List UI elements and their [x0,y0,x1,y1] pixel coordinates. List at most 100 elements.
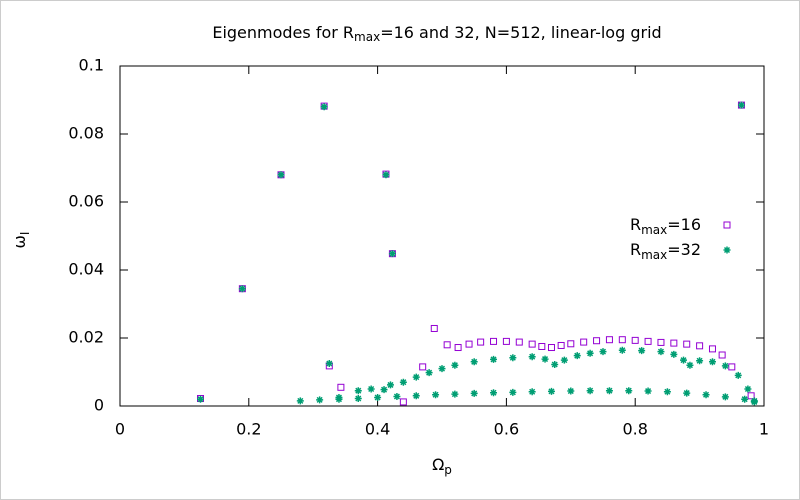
point [528,388,536,396]
legend-label-part: max [641,223,667,237]
point [399,378,407,386]
point [490,355,498,363]
point [670,339,678,347]
legend-label-part: =32 [667,240,701,259]
point [573,352,581,360]
y-tick-label: 0 [94,396,104,415]
point [490,337,498,345]
point [399,398,407,406]
point [354,395,362,403]
y-tick-label: 0.06 [68,192,104,211]
point [528,340,536,348]
legend-label: Rmax=32 [630,240,701,262]
point [490,389,498,397]
point [432,391,440,399]
point [465,340,473,348]
point [470,358,478,366]
x-tick-label: 0.4 [365,420,390,439]
legend-label-part: =16 [667,215,701,234]
point [547,344,555,352]
point [702,391,710,399]
x-tick-label: 0.2 [236,420,261,439]
point [686,361,694,369]
point [586,349,594,357]
point [557,341,565,349]
point [560,356,568,364]
y-tick-label: 0.02 [68,328,104,347]
point [625,387,633,395]
y-axis-label: ωI [10,232,32,249]
point [412,392,420,400]
point [663,388,671,396]
x-tick-label: 0.6 [494,420,519,439]
point [741,395,749,403]
point [721,393,729,401]
chart-title: Eigenmodes for Rmax=16 and 32, N=512, li… [212,23,661,44]
y-tick-label: 0.08 [68,124,104,143]
legend-label-part: max [641,248,667,262]
point [618,346,626,354]
point [737,101,745,109]
point [515,338,523,346]
x-tick-label: 0.8 [622,420,647,439]
legend-label-part: R [630,240,641,259]
point [277,171,285,179]
legend-marker [723,221,731,229]
point [551,361,559,369]
point [393,392,401,400]
point [335,394,343,401]
point [320,103,328,111]
point [631,336,639,344]
point [425,369,433,377]
point [451,361,459,369]
point [728,363,736,371]
legend-label-part: R [630,215,641,234]
point [388,250,396,258]
point [644,337,652,345]
point [316,396,324,404]
point [197,395,204,403]
point [509,388,517,396]
point [354,387,362,395]
point [586,387,594,395]
point [708,345,716,353]
point [734,371,742,379]
point [412,373,420,381]
point [430,324,438,332]
point [419,363,427,371]
point [744,385,752,393]
legend-marker [723,246,731,254]
point [696,342,704,350]
point [683,389,691,397]
point [670,350,678,358]
point [470,389,478,397]
point [443,341,451,349]
point [547,387,555,395]
point [567,340,575,348]
point [750,397,758,405]
point [599,348,607,356]
point [438,365,446,373]
point [644,387,652,395]
point [718,351,726,359]
point [374,394,382,401]
point [580,338,588,346]
point [657,338,665,346]
y-tick-label: 0.1 [79,56,104,75]
point [477,338,485,346]
point [382,171,390,179]
point [721,362,729,370]
point [567,387,575,395]
point [747,392,755,400]
point [380,386,388,394]
point [337,383,345,391]
point [657,348,665,356]
point [593,337,601,345]
point [367,385,375,393]
point [638,347,646,355]
point [708,358,716,366]
point [605,336,613,344]
point [605,387,613,395]
point [325,360,333,367]
